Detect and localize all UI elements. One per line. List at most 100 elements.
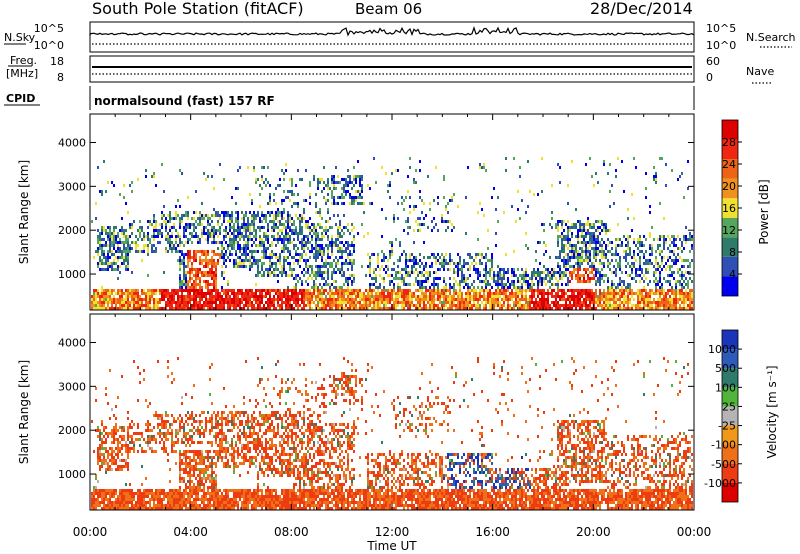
heatmap-cell: [321, 286, 323, 289]
heatmap-cell: [661, 283, 663, 286]
heatmap-cell: [221, 265, 223, 268]
heatmap-cell: [433, 295, 435, 298]
heatmap-cell: [491, 277, 493, 280]
heatmap-cell: [301, 283, 303, 286]
heatmap-cell: [663, 217, 665, 220]
heatmap-cell: [499, 295, 501, 298]
heatmap-cell: [349, 307, 351, 310]
heatmap-cell: [439, 289, 441, 292]
heatmap-cell: [209, 283, 211, 286]
heatmap-cell: [351, 229, 353, 232]
heatmap-cell: [505, 271, 507, 274]
heatmap-cell: [99, 307, 101, 310]
heatmap-cell: [255, 244, 257, 247]
heatmap-cell: [557, 235, 559, 238]
heatmap-cell: [635, 271, 637, 274]
heatmap-cell: [481, 289, 483, 292]
heatmap-cell: [409, 157, 411, 160]
heatmap-cell: [503, 301, 505, 304]
power-colorbar-segment: [722, 198, 738, 218]
heatmap-cell: [125, 268, 127, 271]
heatmap-cell: [229, 304, 231, 307]
heatmap-cell: [517, 277, 519, 280]
heatmap-cell: [171, 289, 173, 292]
heatmap-cell: [177, 232, 179, 235]
heatmap-cell: [289, 226, 291, 229]
heatmap-cell: [199, 256, 201, 259]
heatmap-cell: [379, 286, 381, 289]
heatmap-cell: [119, 238, 121, 241]
heatmap-cell: [421, 271, 423, 274]
heatmap-cell: [147, 298, 149, 301]
heatmap-cell: [525, 271, 527, 274]
heatmap-cell: [221, 298, 223, 301]
heatmap-cell: [443, 289, 445, 292]
heatmap-cell: [261, 289, 263, 292]
heatmap-cell: [691, 238, 693, 241]
heatmap-cell: [507, 271, 509, 274]
heatmap-cell: [637, 247, 639, 250]
heatmap-cell: [551, 271, 553, 274]
heatmap-cell: [655, 178, 657, 181]
heatmap-cell: [285, 295, 287, 298]
heatmap-cell: [655, 292, 657, 295]
heatmap-cell: [585, 289, 587, 292]
heatmap-cell: [679, 274, 681, 277]
heatmap-cell: [149, 238, 151, 241]
heatmap-cell: [327, 298, 329, 301]
heatmap-cell: [317, 238, 319, 241]
heatmap-cell: [125, 238, 127, 241]
heatmap-cell: [409, 292, 411, 295]
heatmap-cell: [533, 307, 535, 310]
heatmap-cell: [155, 235, 157, 238]
heatmap-cell: [255, 307, 257, 310]
heatmap-cell: [103, 226, 105, 229]
heatmap-cell: [145, 244, 147, 247]
heatmap-cell: [543, 304, 545, 307]
heatmap-cell: [549, 280, 551, 283]
heatmap-cell: [205, 280, 207, 283]
heatmap-cell: [597, 304, 599, 307]
heatmap-cell: [211, 295, 213, 298]
heatmap-cell: [385, 301, 387, 304]
heatmap-cell: [241, 259, 243, 262]
heatmap-cell: [577, 274, 579, 277]
heatmap-cell: [325, 184, 327, 187]
heatmap-cell: [209, 274, 211, 277]
heatmap-cell: [289, 220, 291, 223]
heatmap-cell: [271, 301, 273, 304]
heatmap-cell: [341, 256, 343, 259]
heatmap-cell: [685, 292, 687, 295]
heatmap-cell: [387, 274, 389, 277]
heatmap-cell: [473, 268, 475, 271]
heatmap-cell: [601, 238, 603, 241]
heatmap-cell: [263, 226, 265, 229]
heatmap-cell: [269, 193, 271, 196]
heatmap-cell: [663, 247, 665, 250]
heatmap-cell: [601, 256, 603, 259]
heatmap-cell: [241, 211, 243, 214]
heatmap-cell: [263, 307, 265, 310]
heatmap-cell: [653, 178, 655, 181]
heatmap-cell: [409, 274, 411, 277]
heatmap-cell: [185, 286, 187, 289]
heatmap-cell: [127, 265, 129, 268]
heatmap-cell: [431, 220, 433, 223]
heatmap-cell: [335, 292, 337, 295]
heatmap-cell: [259, 304, 261, 307]
heatmap-cell: [429, 286, 431, 289]
heatmap-cell: [513, 301, 515, 304]
heatmap-cell: [491, 304, 493, 307]
heatmap-cell: [189, 295, 191, 298]
heatmap-cell: [605, 256, 607, 259]
heatmap-cell: [315, 250, 317, 253]
heatmap-cell: [265, 295, 267, 298]
heatmap-cell: [387, 265, 389, 268]
heatmap-cell: [297, 193, 299, 196]
heatmap-cell: [91, 301, 93, 304]
heatmap-cell: [125, 292, 127, 295]
heatmap-cell: [199, 280, 201, 283]
heatmap-cell: [225, 259, 227, 262]
heatmap-cell: [305, 220, 307, 223]
heatmap-cell: [315, 265, 317, 268]
